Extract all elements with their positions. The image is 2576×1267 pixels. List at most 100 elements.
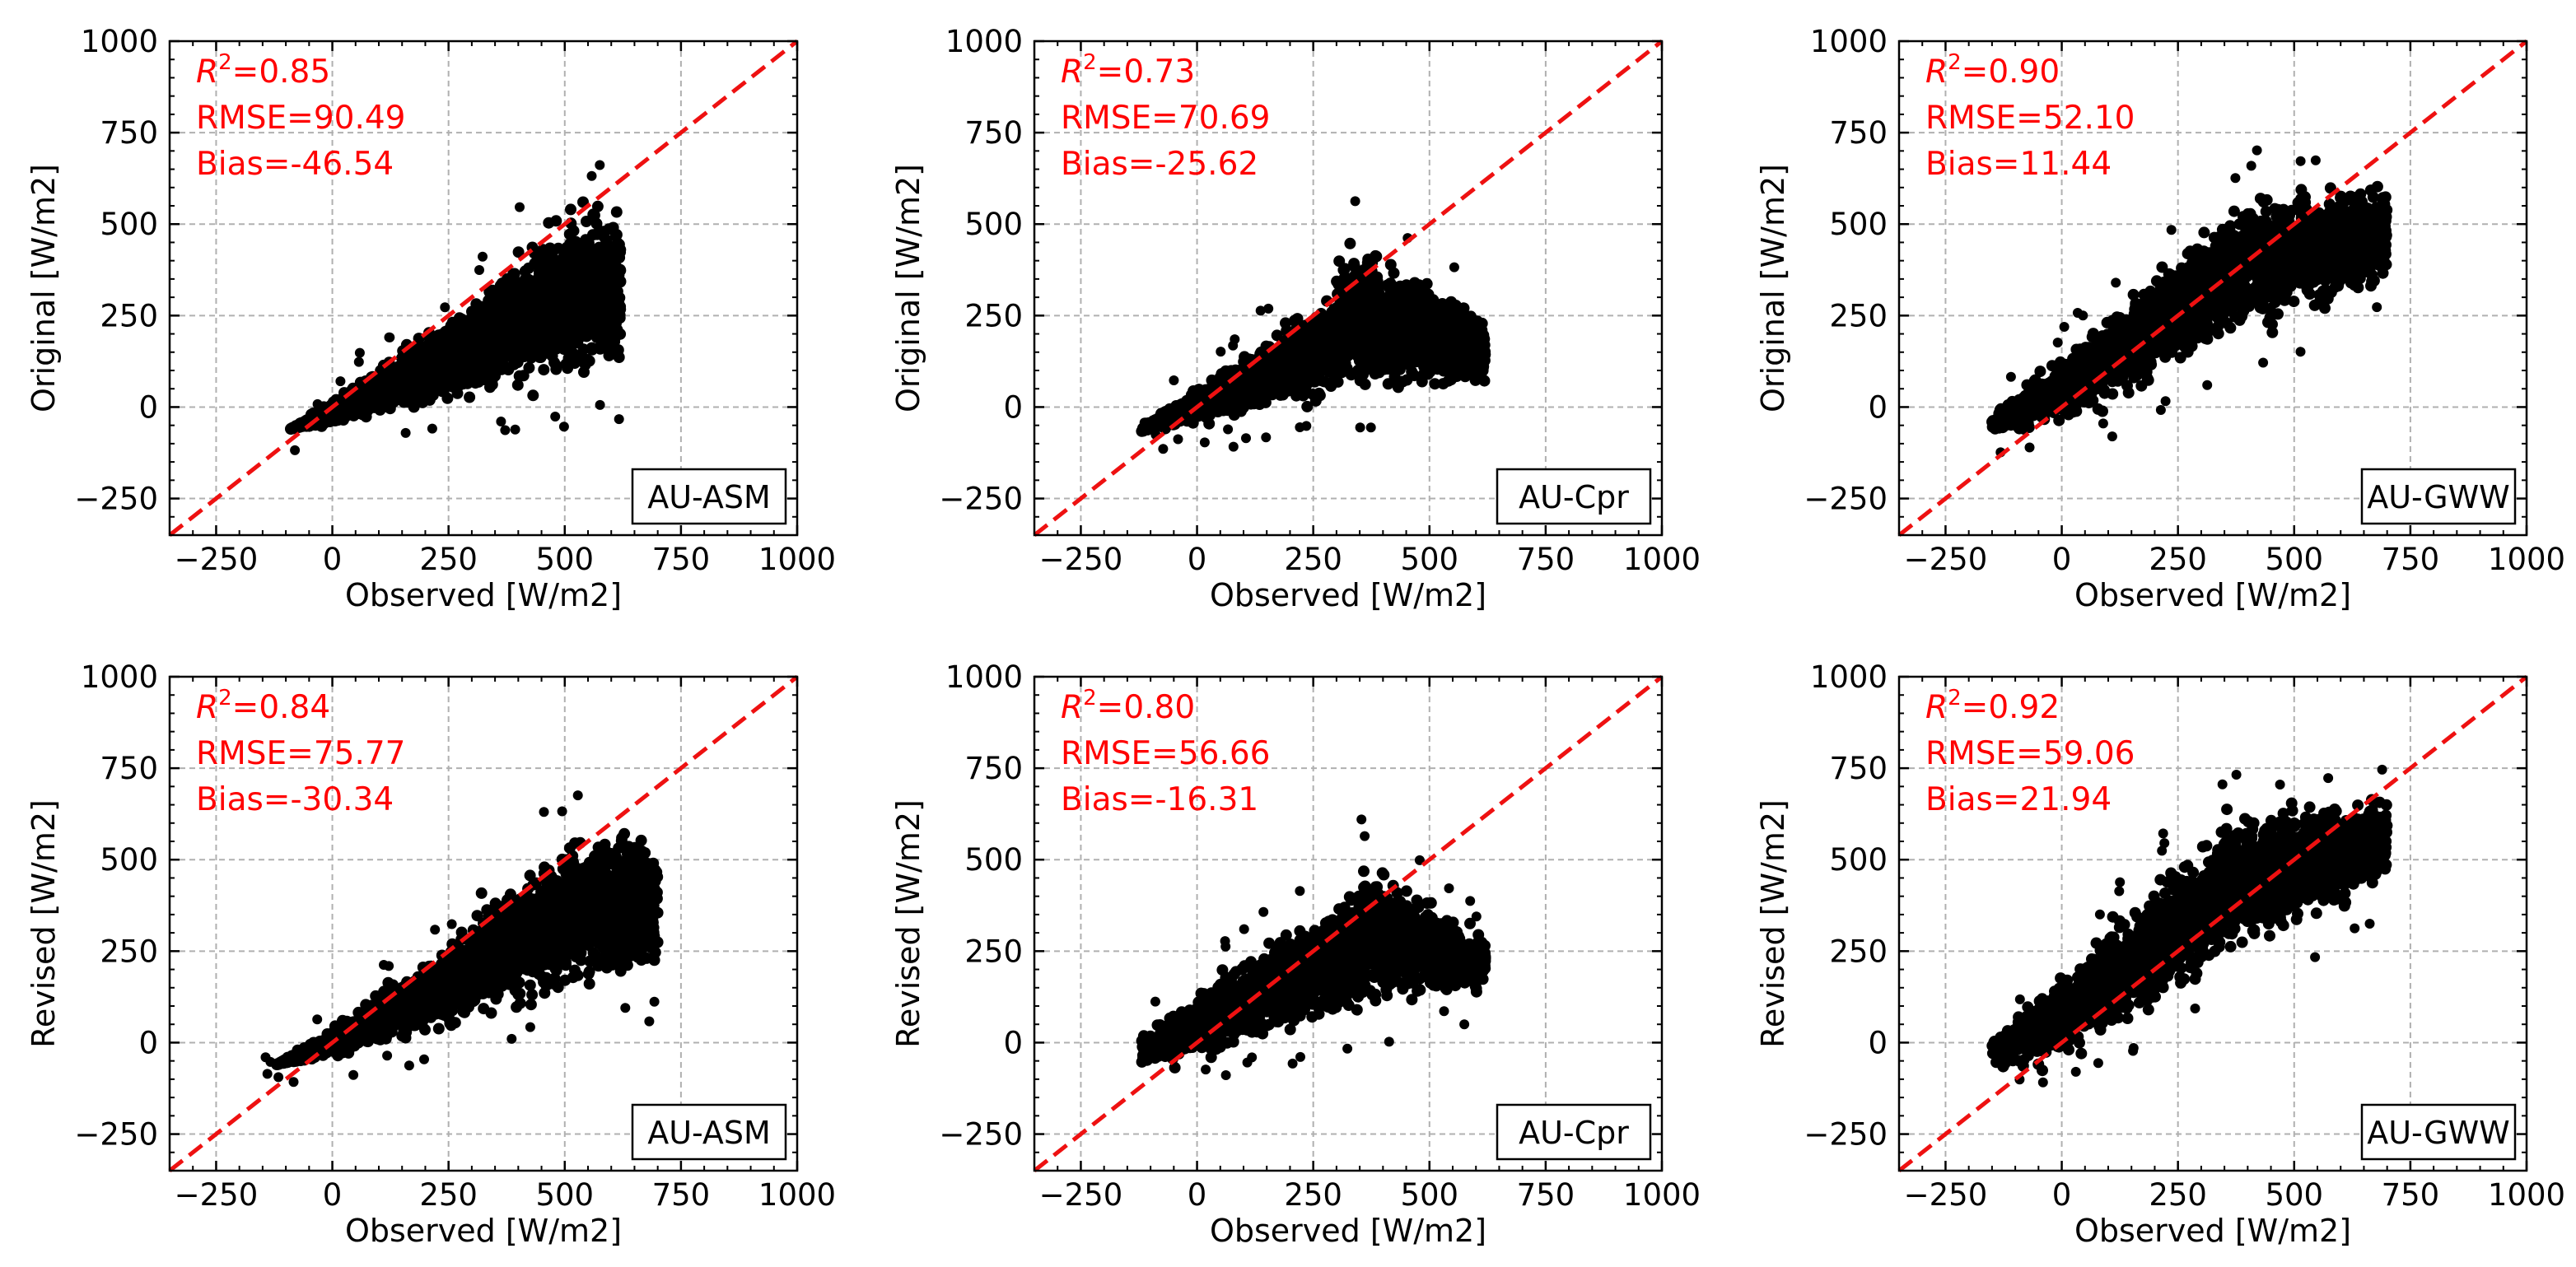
outlier-point (496, 417, 506, 426)
outlier-point (290, 445, 301, 455)
x-tick-label: 500 (535, 542, 594, 577)
data-point (438, 374, 450, 386)
data-point (478, 369, 491, 381)
data-point (478, 314, 490, 327)
data-point (565, 203, 576, 216)
x-axis-label: Observed [W/m2] (345, 577, 622, 613)
data-point (563, 228, 576, 240)
outlier-point (550, 412, 561, 422)
data-point (614, 312, 626, 324)
outlier-point (586, 170, 597, 181)
data-point (585, 283, 597, 296)
data-point (451, 359, 464, 371)
site-name: AU-ASM (647, 479, 771, 515)
data-point (598, 280, 610, 292)
data-point (588, 325, 600, 338)
data-point (593, 241, 605, 254)
data-point (1475, 366, 1487, 377)
data-point (394, 386, 405, 398)
y-tick-label: −250 (74, 482, 158, 517)
data-point (580, 248, 592, 259)
outlier-point (558, 422, 569, 432)
outlier-point (595, 399, 605, 410)
x-tick-label: 250 (419, 542, 478, 577)
data-point (1442, 375, 1454, 387)
panel-1: −250−2500025025050050075075010001000Obse… (26, 24, 836, 613)
data-point (1333, 255, 1346, 268)
data-point (530, 301, 543, 314)
data-point (586, 343, 598, 356)
data-point (538, 364, 550, 376)
data-point (610, 229, 623, 241)
data-point (611, 285, 623, 297)
x-tick-label: 750 (652, 542, 711, 577)
data-point (472, 342, 484, 355)
data-point (502, 280, 515, 292)
data-point (382, 386, 394, 398)
data-point (512, 349, 525, 361)
outlier-point (440, 302, 450, 313)
data-point (415, 384, 427, 396)
y-tick-label: 0 (138, 389, 158, 425)
x-tick-label: 0 (323, 542, 343, 577)
data-point (436, 362, 449, 375)
data-point (491, 306, 503, 319)
data-point (1359, 378, 1371, 390)
data-point (490, 316, 502, 328)
panel-2: −250−2500025025050050075075010001000Obse… (890, 24, 1701, 613)
rmse-value: RMSE=90.49 (196, 100, 405, 137)
data-point (516, 296, 529, 308)
data-point (590, 228, 602, 240)
data-point (494, 339, 506, 352)
outlier-point (515, 202, 525, 212)
site-legend: AU-ASM (631, 468, 787, 525)
y-axis-label: Original [W/m2] (26, 164, 62, 412)
data-point (531, 286, 544, 299)
data-point (348, 403, 361, 415)
data-point (460, 335, 472, 347)
data-point (1395, 375, 1407, 388)
data-point (586, 266, 599, 278)
data-point (568, 357, 581, 370)
data-point (552, 266, 564, 278)
data-point (427, 389, 439, 402)
outlier-point (614, 414, 624, 425)
data-point (611, 297, 623, 310)
outlier-point (510, 424, 520, 435)
data-point (567, 270, 580, 282)
y-tick-label: 750 (100, 115, 158, 151)
data-point (290, 420, 302, 432)
outlier-point (384, 332, 394, 342)
data-point (570, 326, 582, 338)
data-point (589, 305, 601, 318)
data-point (581, 216, 592, 227)
data-point (436, 328, 448, 341)
outlier-point (354, 347, 365, 358)
data-point (447, 332, 460, 344)
x-tick-label: −250 (175, 542, 259, 577)
data-point (464, 391, 476, 403)
data-point (379, 400, 391, 412)
data-point (488, 355, 501, 367)
data-point (533, 340, 545, 352)
data-point (432, 347, 444, 359)
data-point (550, 215, 562, 227)
data-point (501, 330, 513, 342)
data-point (544, 242, 556, 254)
scatter-points (285, 160, 627, 455)
data-point (579, 359, 591, 370)
data-point (1259, 389, 1272, 401)
data-point (1384, 259, 1397, 271)
data-point (1429, 378, 1441, 390)
data-point (370, 389, 382, 401)
data-point (461, 314, 473, 327)
data-point (609, 241, 622, 254)
bias-value: Bias=-46.54 (196, 146, 394, 183)
data-point (563, 248, 576, 260)
data-point (483, 340, 495, 352)
x-tick-label: 1000 (758, 542, 836, 577)
outlier-point (353, 356, 364, 367)
data-point (609, 325, 622, 338)
data-point (1274, 389, 1286, 401)
